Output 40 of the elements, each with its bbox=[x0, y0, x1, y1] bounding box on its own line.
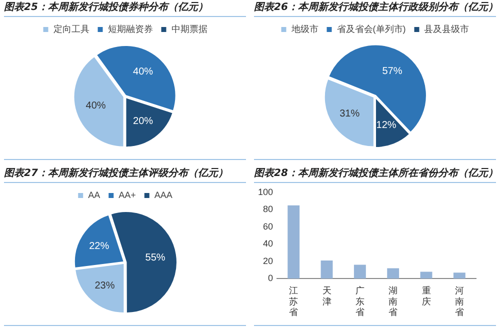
y-tick-label: 60 bbox=[263, 221, 274, 232]
legend-label: AAA bbox=[154, 190, 172, 200]
x-tick-label: 广东省 bbox=[355, 285, 364, 318]
x-tick-label: 重庆 bbox=[422, 285, 431, 306]
data-label: 20% bbox=[133, 116, 154, 128]
bar bbox=[354, 264, 366, 279]
bar bbox=[288, 205, 300, 279]
x-tick-label: 湖南省 bbox=[388, 285, 398, 318]
bar bbox=[420, 272, 432, 279]
legend-label: 中期票据 bbox=[171, 24, 208, 34]
bar bbox=[320, 260, 333, 279]
chart-title: 图表28：本周新发行城投债主体所在省份分布（亿元） bbox=[254, 166, 498, 183]
data-label: 55% bbox=[145, 252, 166, 264]
legend-label: 定向工具 bbox=[53, 24, 90, 34]
data-label: 22% bbox=[89, 240, 110, 252]
legend-label: AA+ bbox=[118, 190, 136, 200]
legend-label: 短期融资券 bbox=[108, 24, 153, 34]
x-tick-label: 天津 bbox=[322, 285, 332, 306]
data-label: 40% bbox=[86, 100, 106, 112]
chart-title: 图表25：本周新发行城投债券种分布（亿元） bbox=[4, 0, 246, 17]
x-tick-label: 河南省 bbox=[454, 285, 464, 318]
chart-title: 图表27：本周新发行城投债主体评级分布（亿元） bbox=[4, 166, 246, 183]
y-tick-label: 20 bbox=[263, 256, 274, 266]
bar bbox=[453, 272, 466, 279]
y-tick-label: 0 bbox=[268, 273, 274, 284]
data-label: 40% bbox=[133, 66, 154, 78]
legend-label: 县及县级市 bbox=[424, 24, 470, 34]
y-tick-label: 100 bbox=[258, 186, 274, 197]
chart-title: 图表26：本周新发行城投债主体行政级别分布（亿元） bbox=[254, 0, 498, 17]
legend-label: AA bbox=[88, 190, 100, 200]
bar bbox=[387, 268, 400, 279]
data-label: 31% bbox=[340, 108, 360, 120]
y-tick-label: 80 bbox=[263, 204, 274, 214]
legend-label: 地级市 bbox=[290, 24, 318, 34]
data-label: 12% bbox=[376, 120, 396, 131]
x-tick-label: 江苏省 bbox=[289, 285, 298, 318]
legend-label: 省及省会(单列市) bbox=[336, 24, 406, 34]
data-label: 57% bbox=[382, 66, 402, 77]
y-tick-label: 40 bbox=[263, 238, 274, 249]
data-label: 23% bbox=[94, 280, 115, 292]
